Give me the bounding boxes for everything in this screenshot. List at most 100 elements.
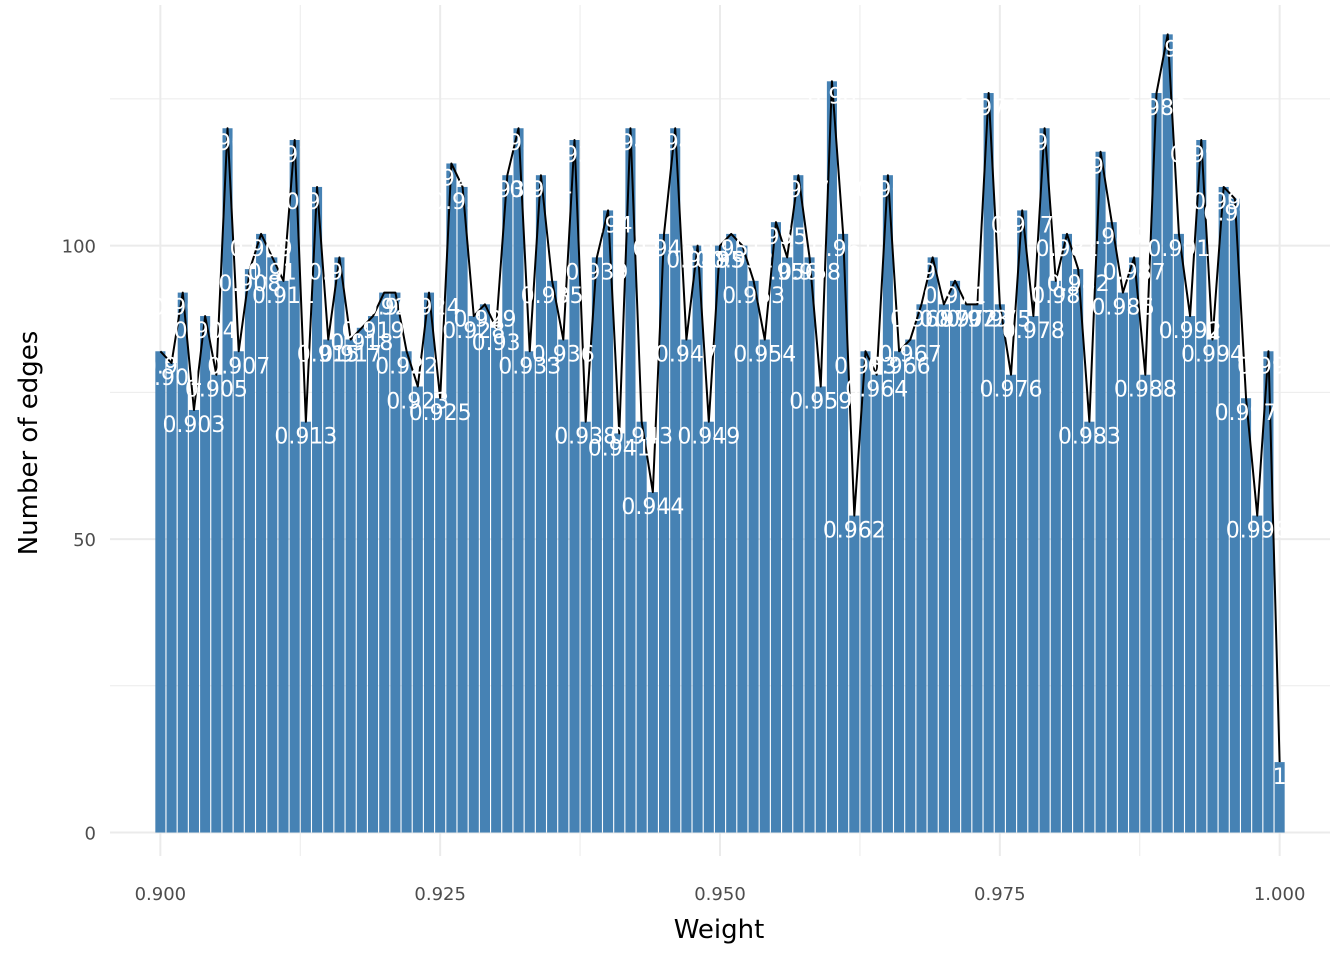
bar [547,280,558,833]
bar-data-label: 0.988 [1114,378,1177,403]
bar [860,351,871,833]
bar-data-label: 0.93 [472,331,521,356]
bar [423,292,435,833]
bar [1207,339,1218,833]
bar [614,433,625,833]
bar [1151,93,1162,833]
bar-data-label: 0.98 [1031,284,1080,309]
bar-data-label: 0.923 [386,389,449,414]
bar [972,304,983,833]
bar-data-label: 0.945 [633,237,696,262]
x-tick-label: 1.000 [1254,884,1306,905]
bar-data-label: 0.993 [1170,143,1233,168]
bar-data-label: 0.992 [1159,319,1222,344]
bar-data-label: 0.946 [644,131,707,156]
bar [748,280,759,833]
bar-data-label: 0.948 [666,249,729,274]
bar-data-label: 0.929 [453,307,516,332]
bar [1084,421,1095,833]
bar-data-label: 0.913 [274,425,337,450]
bar [323,339,334,833]
bar [804,257,815,833]
bar-data-label: 0.977 [991,213,1054,238]
bar-data-label: 0.997 [1215,401,1278,426]
bar-data-label: 0.901 [140,366,203,391]
bar [681,339,692,833]
bar-data-label: 0.941 [588,436,651,461]
bar [166,363,177,833]
bar-data-label: 0.96 [807,84,856,109]
bar-data-label: 0.907 [207,354,270,379]
bar-data-label: 0.904 [174,319,237,344]
bar [1073,269,1084,833]
bar [222,128,233,833]
bar-data-label: 0.91 [248,260,297,285]
bar [591,257,602,833]
bar [938,304,949,833]
bar-data-label: 0.981 [1035,237,1098,262]
bar [379,292,390,833]
x-axis-title: Weight [674,915,765,945]
bar-data-label: 0.909 [230,237,293,262]
bar-data-label: 0.942 [599,131,662,156]
bar [770,222,781,833]
y-tick-label: 0 [85,824,96,845]
data-labels: 0.90.901 0.902 0.903 0.904 0.905 0.906 0.907 0.… [140,37,1300,790]
bar [345,339,356,833]
bar-data-label: 0.933 [498,354,561,379]
bar [312,186,323,833]
y-axis-title: Number of edges [14,331,44,556]
bar [1129,257,1140,833]
bar-data-label: 0.937 [543,143,606,168]
bar [412,386,423,833]
bar [782,257,793,833]
bar [838,233,849,833]
bar-data-label: 0.952 [711,249,774,274]
bar-data-label: 0.943 [610,425,673,450]
bar [1106,222,1117,833]
bar [1196,139,1207,833]
bar [513,128,524,833]
bar [569,139,580,833]
bar-data-label: 1 [1273,765,1287,790]
bar-data-label: 0.984 [1069,155,1132,180]
bar [1017,210,1028,833]
bar-data-label: 0.957 [767,178,830,203]
bar-data-label: 0.914 [286,190,349,215]
bar [535,175,546,833]
x-tick-label: 0.900 [135,884,187,905]
bar [356,327,367,833]
bar-data-label: 0.962 [823,519,886,544]
bar [1005,374,1017,833]
bar-data-label: 0.968 [890,307,953,332]
bar-data-label: 0.927 [431,190,494,215]
bar [894,351,905,833]
bar [435,398,446,833]
bar-data-label: 0.97 [919,307,968,332]
bar-data-label: 0.971 [924,284,987,309]
bar-data-label: 0.998 [1226,519,1289,544]
bar [491,327,502,833]
bar [457,186,468,833]
bar-data-label: 0.979 [1013,131,1076,156]
bar [300,421,311,833]
bar-data-label: 0.922 [375,354,438,379]
bar-data-label: 0.905 [185,378,248,403]
bar-data-label: 0.989 [1125,96,1188,121]
y-tick-label: 50 [73,530,96,551]
bar [703,421,714,833]
bar-data-label: 0.932 [487,131,550,156]
bar-data-label: 0.931 [476,178,539,203]
bar-data-label: 0.912 [263,143,326,168]
bar [994,304,1005,833]
bar [1050,280,1061,833]
bar [401,351,412,833]
bar-data-label: 0.987 [1103,260,1166,285]
bar-data-label: 0.974 [957,96,1020,121]
bar-data-label: 0.954 [733,343,796,368]
bar [1185,316,1196,833]
bar-data-label: 0.986 [1091,296,1154,321]
bar-data-label: 0.921 [364,296,427,321]
bar [289,139,300,833]
